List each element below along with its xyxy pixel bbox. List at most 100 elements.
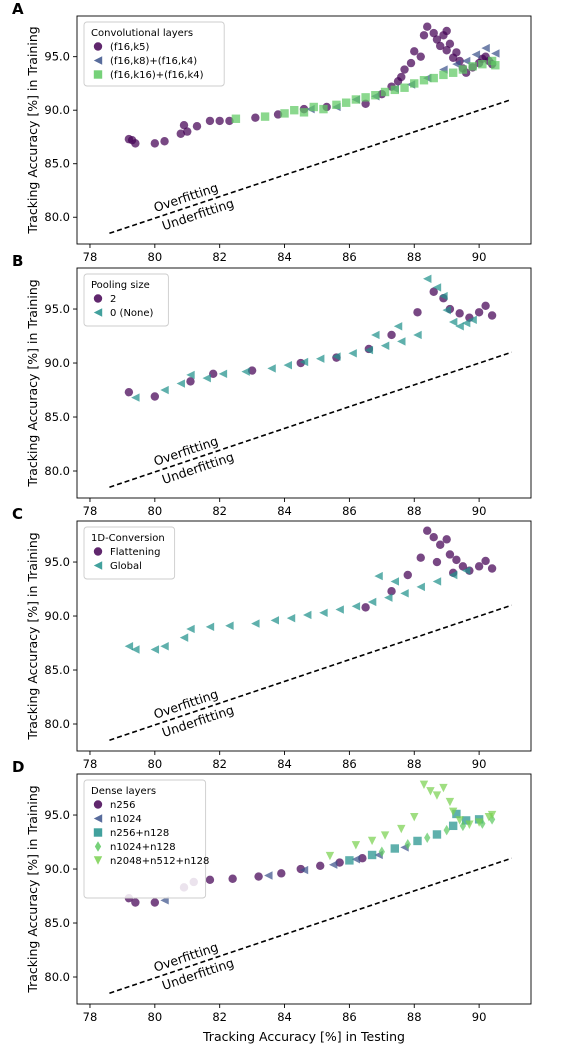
data-point bbox=[251, 619, 260, 628]
data-point bbox=[205, 116, 215, 126]
data-point bbox=[413, 330, 422, 340]
data-point bbox=[150, 392, 160, 401]
data-point bbox=[432, 791, 442, 800]
data-point bbox=[448, 821, 458, 831]
data-point bbox=[364, 345, 374, 355]
legend-entry-label: n1024 bbox=[110, 814, 142, 825]
data-point bbox=[461, 566, 471, 575]
x-tick-label: 90 bbox=[472, 757, 487, 771]
data-point bbox=[445, 797, 455, 807]
data-point bbox=[432, 283, 442, 292]
data-point bbox=[419, 76, 429, 85]
data-point bbox=[309, 102, 318, 112]
data-point bbox=[176, 129, 185, 138]
data-point bbox=[491, 49, 500, 58]
data-point bbox=[397, 824, 406, 834]
data-point bbox=[452, 48, 461, 57]
x-tick-label: 90 bbox=[472, 504, 487, 518]
axes-frame bbox=[76, 15, 532, 245]
data-point bbox=[380, 831, 390, 840]
data-point bbox=[131, 645, 140, 654]
data-point bbox=[241, 367, 250, 376]
data-point bbox=[384, 593, 393, 602]
data-point bbox=[299, 108, 309, 117]
data-point bbox=[335, 858, 344, 867]
data-point bbox=[419, 780, 429, 789]
x-tick-label: 80 bbox=[148, 1010, 163, 1024]
data-point bbox=[186, 370, 195, 380]
y-tick-label: 80.0 bbox=[44, 464, 70, 478]
data-point bbox=[380, 87, 390, 97]
data-point bbox=[341, 98, 351, 107]
data-point bbox=[458, 65, 468, 74]
reference-line bbox=[109, 857, 512, 994]
data-point bbox=[423, 274, 432, 283]
data-point bbox=[176, 379, 185, 388]
panel-letter: B bbox=[12, 252, 23, 270]
data-point bbox=[448, 68, 458, 77]
x-tick-label: 88 bbox=[407, 250, 422, 264]
y-axis-label: Tracking Accuracy [%] in Training bbox=[25, 279, 40, 487]
legend-marker bbox=[93, 561, 103, 570]
data-point bbox=[448, 317, 458, 327]
panel-letter: C bbox=[12, 505, 23, 523]
data-point bbox=[319, 608, 328, 617]
legend-entry-label: n1024+n128 bbox=[110, 842, 176, 853]
data-point bbox=[416, 582, 425, 592]
data-point bbox=[481, 556, 490, 566]
data-point bbox=[424, 832, 431, 843]
data-point bbox=[429, 28, 438, 38]
data-point bbox=[378, 846, 385, 857]
legend-box bbox=[83, 273, 169, 327]
data-point bbox=[429, 532, 438, 542]
legend-entry-label: (f16,k8)+(f16,k4) bbox=[110, 56, 197, 67]
legend-entry-label: Global bbox=[110, 561, 142, 572]
data-point bbox=[439, 291, 448, 301]
data-point bbox=[345, 856, 354, 865]
x-tick-label: 84 bbox=[277, 757, 292, 771]
legend-marker bbox=[93, 308, 103, 317]
data-point bbox=[361, 99, 370, 108]
data-point bbox=[150, 898, 160, 907]
data-point bbox=[387, 330, 396, 340]
y-tick-label: 80.0 bbox=[44, 717, 70, 731]
legend-entry-label: n2048+n512+n128 bbox=[110, 856, 209, 867]
y-tick-label: 95.0 bbox=[44, 555, 70, 569]
x-tick-label: 82 bbox=[212, 250, 227, 264]
series-1 bbox=[361, 526, 497, 612]
data-point bbox=[332, 352, 341, 361]
series-2 bbox=[124, 566, 471, 654]
panel-b: B 78 80 82 84 86 88 90 80.0 85.0 90.0 95.0 Tracking … bbox=[12, 252, 532, 518]
data-point bbox=[455, 309, 464, 318]
x-tick-label: 90 bbox=[472, 250, 487, 264]
data-point bbox=[183, 127, 192, 136]
data-point bbox=[260, 112, 270, 121]
data-point bbox=[351, 855, 361, 864]
panel-d: D 78 80 82 84 86 88 90 80.0 85.0 90.0 95.0 Tracking … bbox=[12, 758, 532, 1044]
legend-box bbox=[83, 21, 225, 87]
legend-marker bbox=[93, 42, 103, 51]
data-point bbox=[443, 824, 450, 836]
data-point bbox=[325, 851, 335, 861]
y-tick-label: 95.0 bbox=[44, 302, 70, 316]
axes-frame bbox=[76, 520, 532, 752]
legend-title: Pooling size bbox=[91, 280, 150, 291]
legend-marker bbox=[93, 56, 103, 65]
data-point bbox=[215, 116, 224, 126]
series-3 bbox=[231, 56, 500, 123]
axes-frame bbox=[76, 267, 532, 499]
data-point bbox=[225, 116, 234, 126]
panel-c: C 78 80 82 84 86 88 90 80.0 85.0 90.0 95.0 Tracking … bbox=[12, 505, 532, 771]
data-point bbox=[273, 110, 283, 119]
data-point bbox=[468, 62, 477, 71]
legend-entry-label: 2 bbox=[110, 294, 116, 305]
data-point bbox=[277, 869, 286, 878]
data-point bbox=[316, 354, 325, 363]
legend-marker bbox=[93, 814, 103, 823]
x-tick-label: 82 bbox=[212, 1010, 227, 1024]
data-point bbox=[442, 26, 451, 36]
data-point bbox=[387, 586, 396, 596]
x-tick-label: 78 bbox=[83, 757, 98, 771]
x-tick-label: 90 bbox=[472, 1010, 487, 1024]
